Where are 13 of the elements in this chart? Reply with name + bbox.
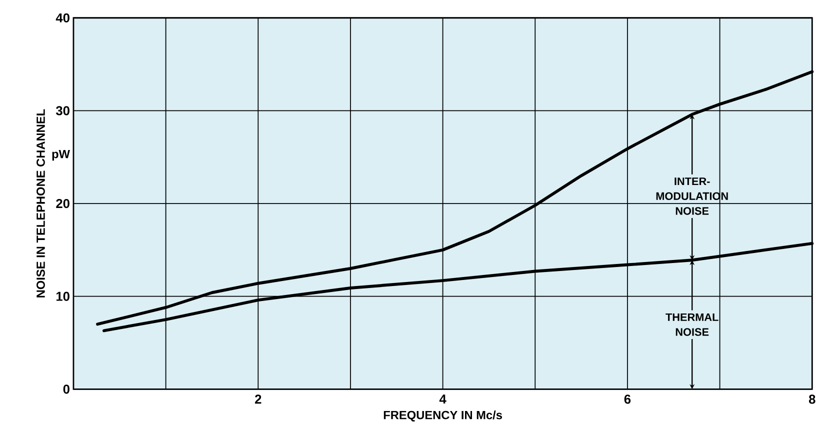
x-tick-label: 2 bbox=[255, 394, 262, 404]
y-tick-label: 40 bbox=[56, 13, 70, 23]
x-axis-title: FREQUENCY IN Mc/s bbox=[384, 410, 502, 422]
y-tick-label: 20 bbox=[56, 199, 70, 208]
text: pW bbox=[52, 150, 70, 161]
y-tick-label: 0 bbox=[63, 384, 70, 394]
y-tick-label: 10 bbox=[56, 292, 70, 302]
annotation: THERMAL NOISE bbox=[666, 314, 718, 336]
x-tick-label: 6 bbox=[624, 394, 631, 404]
x-tick-label: 4 bbox=[439, 394, 446, 404]
y-axis-title: NOISE IN TELEPHONE CHANNEL bbox=[36, 109, 45, 298]
y-tick-label: 30 bbox=[56, 106, 70, 116]
x-tick-label: 8 bbox=[808, 394, 816, 404]
